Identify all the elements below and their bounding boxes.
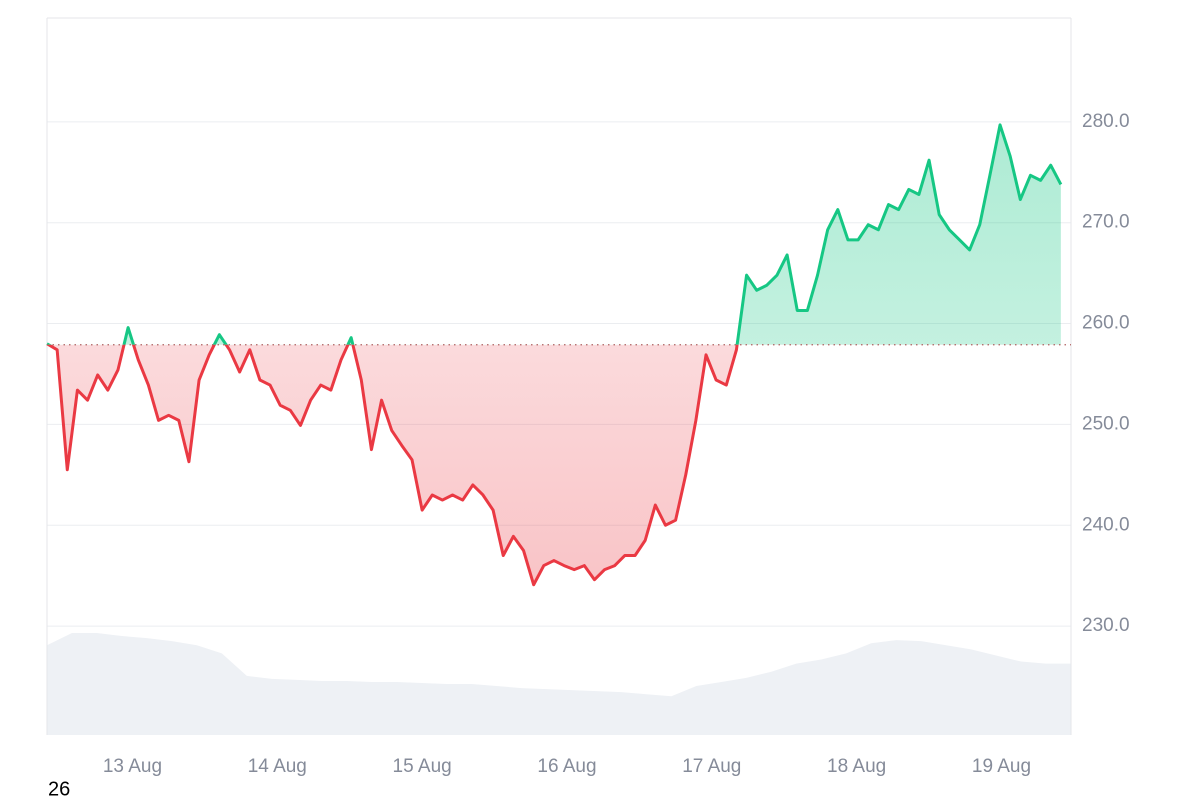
x-tick-label: 17 Aug (682, 756, 741, 777)
y-tick-label: 270.0 (1082, 212, 1130, 233)
y-tick-label: 280.0 (1082, 111, 1130, 132)
x-tick-label: 16 Aug (537, 756, 596, 777)
x-tick-label: 15 Aug (393, 756, 452, 777)
y-tick-label: 230.0 (1082, 615, 1130, 636)
x-tick-label: 13 Aug (103, 756, 162, 777)
note: 26 (48, 778, 70, 800)
price-line-down (46, 344, 739, 587)
y-tick-label: 240.0 (1082, 514, 1130, 535)
price-line-up (46, 123, 1063, 345)
x-tick-label: 18 Aug (827, 756, 886, 777)
area-up (47, 124, 1061, 345)
area-down (48, 344, 738, 585)
x-tick-label: 14 Aug (248, 756, 307, 777)
volume-area (47, 633, 1071, 735)
y-tick-label: 250.0 (1082, 413, 1130, 434)
x-tick-label: 19 Aug (972, 756, 1031, 777)
y-tick-label: 260.0 (1082, 313, 1130, 334)
